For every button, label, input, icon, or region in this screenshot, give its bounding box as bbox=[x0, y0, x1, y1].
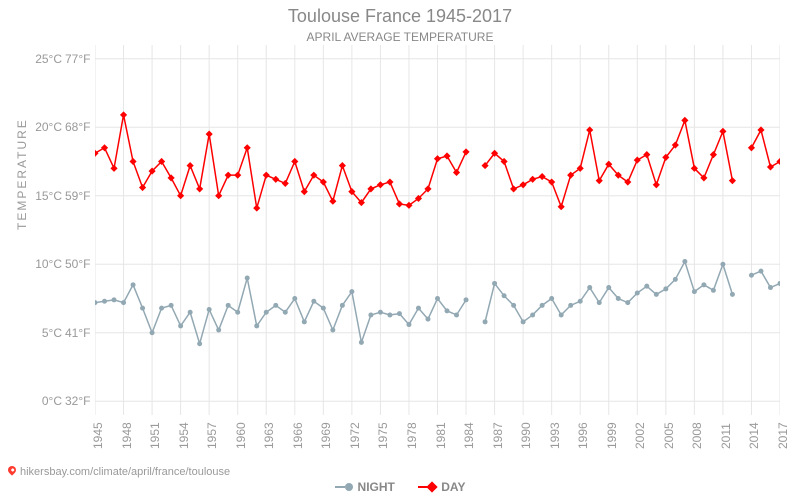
legend-night-label: NIGHT bbox=[358, 480, 395, 494]
xtick-year: 1978 bbox=[405, 422, 419, 449]
xtick-year: 1975 bbox=[376, 422, 390, 449]
plot-area bbox=[95, 45, 780, 415]
xtick-year: 1990 bbox=[519, 422, 533, 449]
legend-night: NIGHT bbox=[335, 480, 395, 494]
xtick-year: 2014 bbox=[747, 422, 761, 449]
legend-night-marker bbox=[345, 483, 353, 491]
xtick-year: 1951 bbox=[148, 422, 162, 449]
xtick-year: 2011 bbox=[719, 423, 733, 449]
y-axis-label: TEMPERATURE bbox=[15, 118, 29, 230]
legend-day-marker bbox=[427, 481, 438, 492]
xtick-year: 1981 bbox=[434, 422, 448, 449]
map-pin-icon bbox=[6, 464, 17, 475]
ytick-celsius: 25°C bbox=[27, 52, 62, 66]
xtick-year: 1996 bbox=[576, 422, 590, 449]
xtick-year: 1999 bbox=[605, 422, 619, 449]
ytick-celsius: 0°C bbox=[27, 394, 62, 408]
ytick-celsius: 20°C bbox=[27, 120, 62, 134]
xtick-year: 1984 bbox=[462, 422, 476, 449]
chart-subtitle: APRIL AVERAGE TEMPERATURE bbox=[0, 30, 800, 44]
xtick-year: 2017 bbox=[776, 422, 790, 449]
xtick-year: 1966 bbox=[291, 422, 305, 449]
ytick-celsius: 15°C bbox=[27, 189, 62, 203]
xtick-year: 1960 bbox=[234, 422, 248, 449]
ytick-celsius: 10°C bbox=[27, 257, 62, 271]
xtick-year: 2008 bbox=[690, 422, 704, 449]
xtick-year: 1963 bbox=[262, 422, 276, 449]
chart-title: Toulouse France 1945-2017 bbox=[0, 6, 800, 27]
xtick-year: 1954 bbox=[177, 422, 191, 449]
xtick-year: 2005 bbox=[662, 422, 676, 449]
legend: NIGHT DAY bbox=[0, 477, 800, 494]
chart-svg bbox=[95, 45, 780, 415]
ytick-celsius: 5°C bbox=[27, 326, 62, 340]
xtick-year: 1993 bbox=[548, 422, 562, 449]
xtick-year: 1948 bbox=[120, 422, 134, 449]
xtick-year: 1972 bbox=[348, 422, 362, 449]
xtick-year: 1969 bbox=[319, 422, 333, 449]
xtick-year: 2002 bbox=[633, 422, 647, 449]
xtick-year: 1987 bbox=[491, 422, 505, 449]
legend-day-label: DAY bbox=[441, 480, 465, 494]
xtick-year: 1957 bbox=[205, 422, 219, 449]
legend-day: DAY bbox=[418, 480, 465, 494]
xtick-year: 1945 bbox=[91, 422, 105, 449]
legend-night-line bbox=[335, 486, 345, 488]
temperature-chart: Toulouse France 1945-2017 APRIL AVERAGE … bbox=[0, 0, 800, 500]
